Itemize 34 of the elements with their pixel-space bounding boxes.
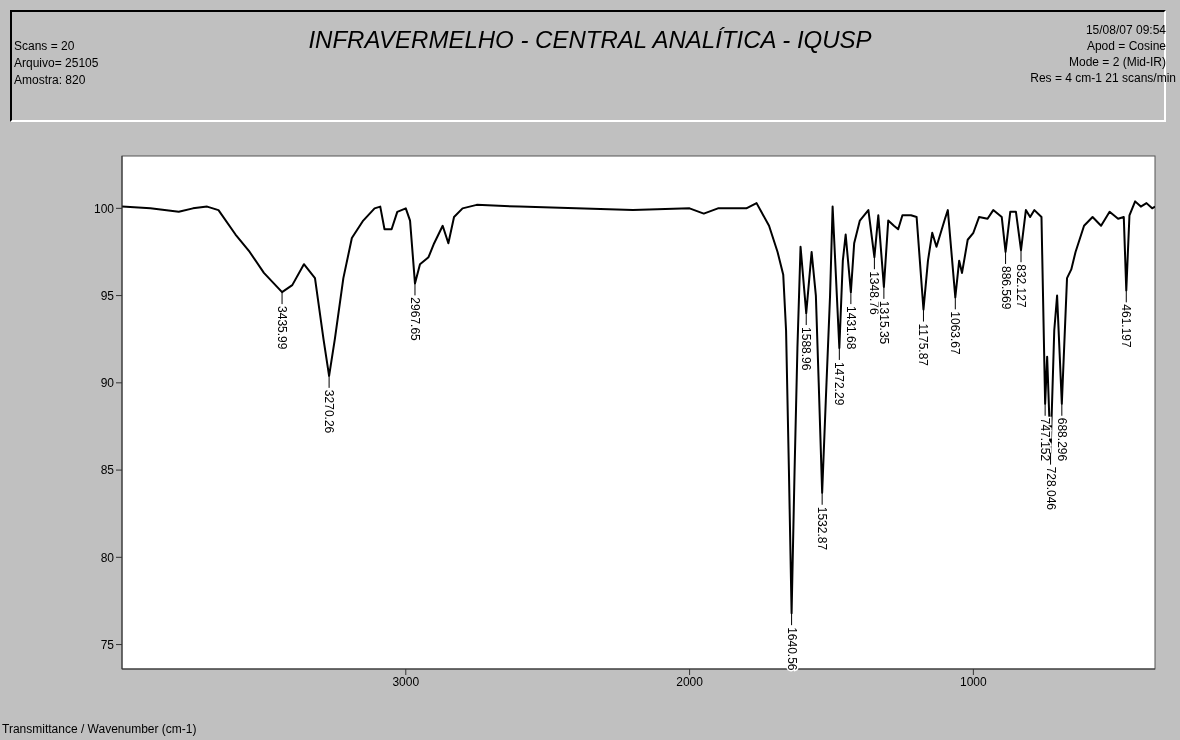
- x-tick-label: 2000: [676, 674, 704, 689]
- text: Amostra: 820: [14, 72, 87, 89]
- annotation: 1588.96: [799, 327, 814, 371]
- annotation: 1472.29: [832, 361, 847, 406]
- chart-title: INFRAVERMELHO - CENTRAL ANALÍTICA - IQUSP: [307, 26, 873, 54]
- annotation: 1175.87: [916, 323, 931, 367]
- annotation: 461.197: [1119, 304, 1134, 349]
- y-tick-label: 85: [100, 463, 115, 478]
- text: Scans = 20: [14, 38, 76, 55]
- annotation: 1640.56: [784, 627, 799, 671]
- annotation: 3435.99: [275, 306, 290, 350]
- text: Arquivo= 25105: [14, 55, 99, 72]
- text: Res = 4 cm-1 21 scans/min: [1030, 70, 1176, 86]
- annotation: 1431.68: [843, 306, 858, 350]
- y-tick-label: 95: [100, 288, 115, 303]
- annotation: 832.127: [1014, 264, 1029, 308]
- text: Transmittance / Wavenumber (cm-1): [2, 722, 197, 736]
- text: Mode = 2 (Mid-IR): [1067, 54, 1167, 70]
- annotation: 728.046: [1043, 466, 1058, 511]
- annotation: 747.152: [1038, 417, 1053, 462]
- annotation: 1063.67: [948, 311, 963, 356]
- x-tick-label: 3000: [392, 674, 420, 689]
- y-tick-label: 75: [100, 637, 115, 652]
- annotation: 3270.26: [322, 389, 337, 434]
- y-tick-label: 80: [100, 550, 115, 565]
- annotation: 886.569: [998, 265, 1013, 310]
- annotation: 688.296: [1054, 417, 1069, 462]
- y-tick-label: 100: [93, 201, 115, 216]
- text: Apod = Cosine: [1085, 38, 1167, 54]
- annotation: 1532.87: [815, 506, 830, 551]
- y-tick-label: 90: [100, 376, 115, 391]
- x-tick-label: 1000: [960, 674, 988, 689]
- annotation: 2967.65: [407, 297, 422, 342]
- text: 15/08/07 09:54: [1084, 22, 1167, 38]
